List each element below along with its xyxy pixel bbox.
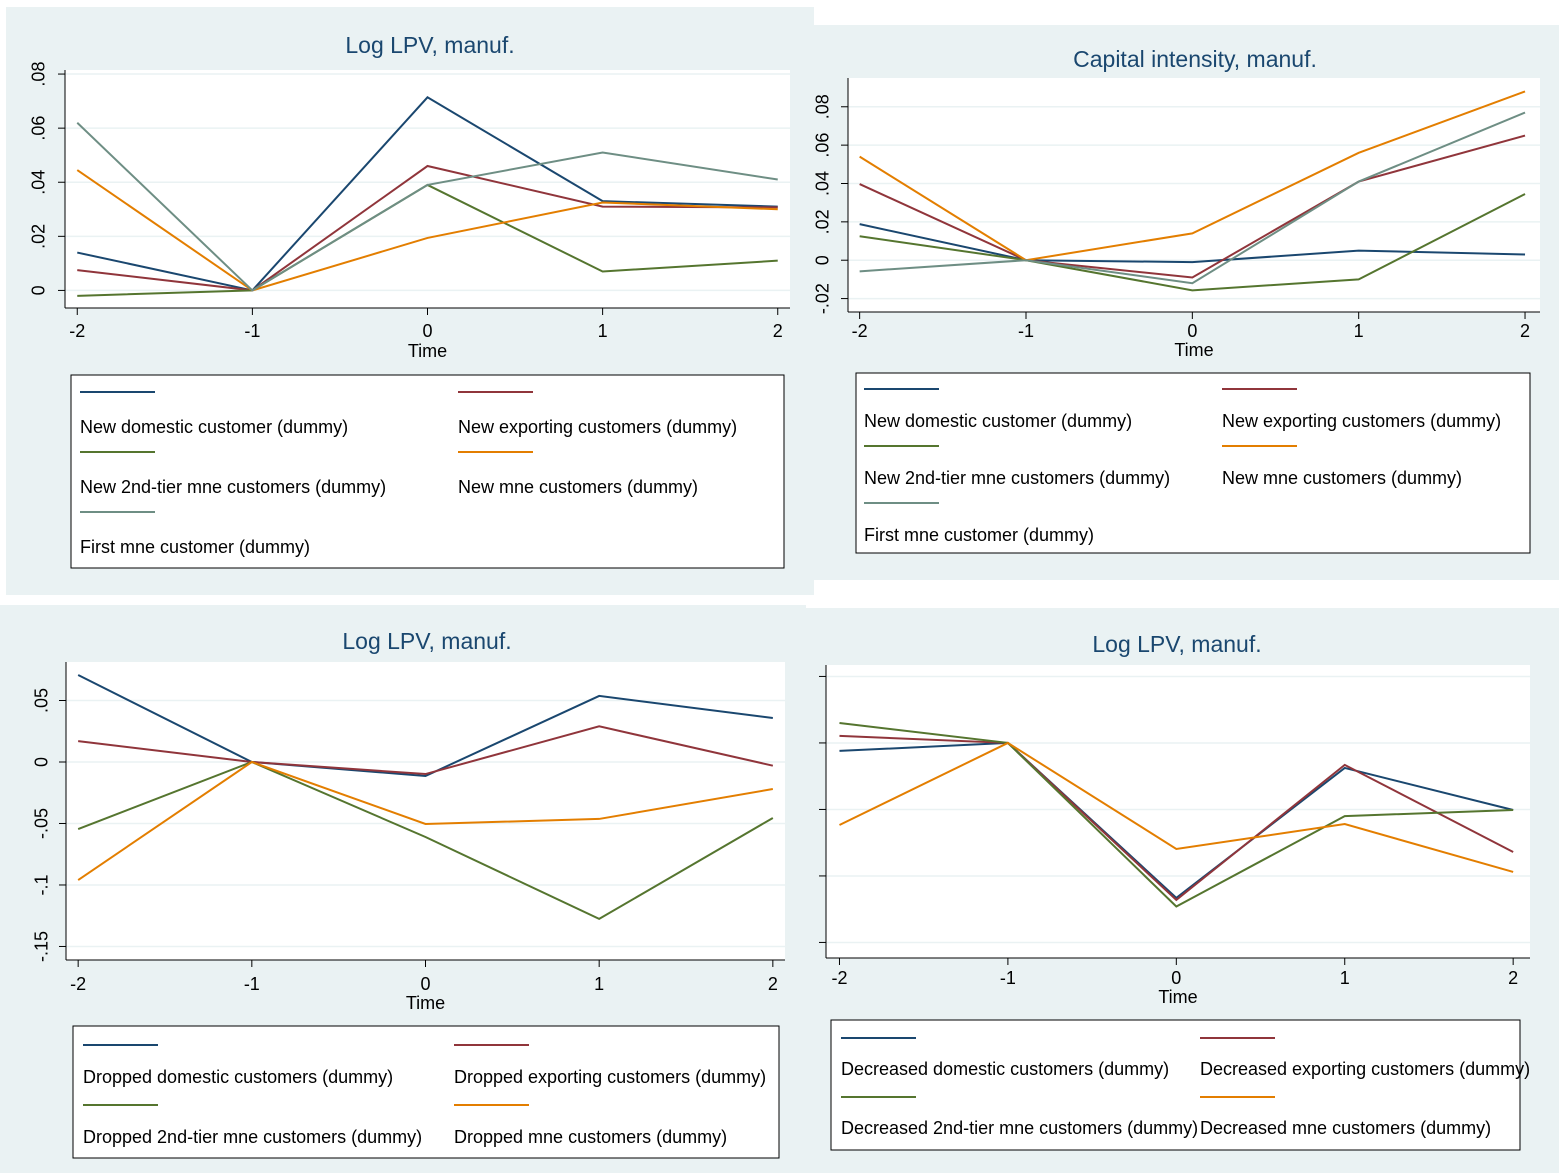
x-tick-label: 2: [1520, 321, 1530, 341]
legend-label: Dropped domestic customers (dummy): [83, 1067, 393, 1087]
chart-panel: Log LPV, manuf. -.15 -.1 -.05 0 .05 -2 -1 0 1 2 Tim…: [0, 605, 806, 1173]
series-line: [77, 760, 774, 921]
y-tick-label: -.1: [32, 874, 52, 895]
chart-title: Capital intensity, manuf.: [1073, 46, 1317, 72]
x-tick-label: 1: [598, 321, 608, 341]
legend-label: First mne customer (dummy): [80, 537, 310, 557]
series-line: [77, 674, 773, 778]
y-tick-label: .06: [29, 116, 49, 141]
chart-panel: Capital intensity, manuf. -.02 0 .02 .04 .06.…: [813, 25, 1559, 580]
series-line: [859, 134, 1526, 279]
chart-title: Log LPV, manuf.: [1092, 631, 1261, 657]
legend-label: Decreased domestic customers (dummy): [841, 1059, 1169, 1079]
y-tick-label: .06: [813, 133, 833, 158]
x-tick-label: 1: [1340, 968, 1350, 988]
y-tick-label: -.02: [813, 283, 833, 314]
series-line: [77, 760, 774, 881]
legend-label: Dropped 2nd-tier mne customers (dummy): [83, 1127, 422, 1147]
x-tick-label: -2: [852, 321, 868, 341]
y-tick-label: 0: [813, 255, 833, 265]
legend-label: New 2nd-tier mne customers (dummy): [80, 477, 386, 497]
y-tick-label: .04: [813, 171, 833, 196]
x-tick-label: 0: [1171, 968, 1181, 988]
y-tick-label: 0: [32, 757, 52, 767]
series-line: [859, 193, 1526, 292]
x-tick-label: -1: [244, 974, 260, 994]
x-tick-label: -1: [244, 321, 260, 341]
legend-label: New mne customers (dummy): [458, 477, 698, 497]
x-tick-label: -2: [69, 321, 85, 341]
x-axis-label: Time: [1158, 987, 1197, 1007]
y-tick-label: .05: [32, 688, 52, 713]
y-tick-label: .08: [29, 62, 49, 87]
legend-label: Dropped exporting customers (dummy): [454, 1067, 766, 1087]
series-line: [839, 741, 1514, 900]
legend-label: Dropped mne customers (dummy): [454, 1127, 727, 1147]
legend-label: New mne customers (dummy): [1222, 468, 1462, 488]
x-tick-label: -2: [70, 974, 86, 994]
legend-label: New exporting customers (dummy): [1222, 411, 1501, 431]
y-tick-label: -.05: [32, 808, 52, 839]
legend-box: [830, 1019, 1521, 1151]
chart-panel: Log LPV, manuf. 0 .02 .04 .06 .08 -2 -1 0 1 2 Time N…: [6, 7, 814, 595]
x-tick-label: 1: [1354, 321, 1364, 341]
x-tick-label: 0: [422, 321, 432, 341]
chart-panel: Log LPV, manuf. -2 -1 0 1 2 Time Decreased dome…: [806, 608, 1559, 1173]
legend-label: New domestic customer (dummy): [864, 411, 1132, 431]
series-line: [77, 96, 778, 292]
legend-box: [72, 1025, 780, 1159]
x-tick-label: 0: [1187, 321, 1197, 341]
legend-box: [855, 372, 1531, 554]
x-tick-label: -2: [831, 968, 847, 988]
series-line: [77, 164, 778, 292]
y-tick-label: .02: [813, 209, 833, 234]
legend-label: Decreased mne customers (dummy): [1200, 1118, 1491, 1138]
x-tick-label: 0: [420, 974, 430, 994]
plot-area: [66, 662, 785, 960]
plot-area: [826, 665, 1530, 958]
legend-label: Decreased 2nd-tier mne customers (dummy): [841, 1118, 1198, 1138]
x-axis-label: Time: [406, 993, 445, 1013]
chart-title: Log LPV, manuf.: [345, 32, 514, 58]
x-tick-label: -1: [1000, 968, 1016, 988]
y-tick-label: 0: [29, 285, 49, 295]
x-axis-label: Time: [408, 341, 447, 361]
plot-area: [848, 78, 1540, 312]
legend-label: New exporting customers (dummy): [458, 417, 737, 437]
series-line: [76, 122, 778, 292]
series-line: [839, 741, 1514, 873]
x-tick-label: 2: [1508, 968, 1518, 988]
x-tick-label: 1: [594, 974, 604, 994]
x-tick-label: 2: [773, 321, 783, 341]
series-line: [839, 721, 1514, 908]
y-tick-label: .04: [29, 170, 49, 195]
x-axis-label: Time: [1174, 340, 1213, 360]
series-line: [859, 90, 1526, 262]
legend-box: [70, 374, 785, 569]
legend-label: Decreased exporting customers (dummy): [1200, 1059, 1530, 1079]
series-line: [78, 725, 774, 776]
y-tick-label: -.15: [32, 931, 52, 962]
series-line: [859, 111, 1526, 285]
x-tick-label: 2: [768, 974, 778, 994]
chart-title: Log LPV, manuf.: [342, 628, 511, 654]
series-line: [839, 734, 1514, 902]
x-tick-label: -1: [1018, 321, 1034, 341]
y-tick-label: .08: [813, 94, 833, 119]
series-line: [76, 169, 778, 292]
legend-label: New 2nd-tier mne customers (dummy): [864, 468, 1170, 488]
legend-label: First mne customer (dummy): [864, 525, 1094, 545]
plot-area: [65, 70, 790, 308]
legend-label: New domestic customer (dummy): [80, 417, 348, 437]
y-tick-label: .02: [29, 224, 49, 249]
